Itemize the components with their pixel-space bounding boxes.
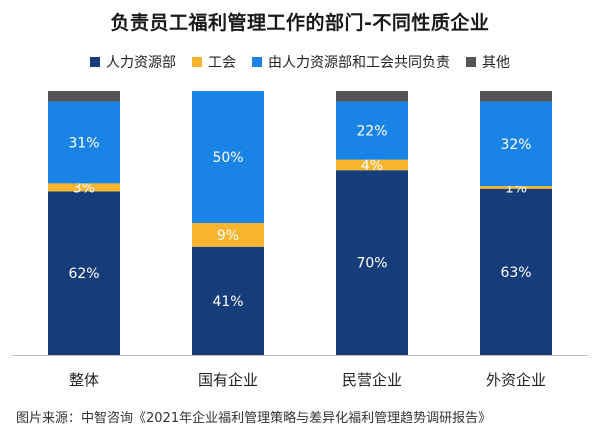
bar-private-hr: [336, 170, 408, 355]
data-label-private-hr: 70%: [356, 256, 387, 272]
x-tick-label-foreign: 外资企业: [486, 371, 546, 389]
bar-overall-hr: [48, 191, 120, 355]
bar-private-shared: [336, 101, 408, 160]
bar-soe-union: [192, 223, 264, 247]
bar-foreign-shared: [480, 101, 552, 187]
chart-title: 负责员工福利管理工作的部门-不同性质企业: [110, 12, 490, 34]
bar-overall-union: [48, 183, 120, 192]
x-tick-label-private: 民营企业: [342, 371, 402, 389]
data-label-private-shared: 22%: [356, 124, 387, 140]
x-tick-label-soe: 国有企业: [198, 371, 258, 389]
legend-item-other: 其他: [466, 52, 510, 72]
x-tick-label-overall: 整体: [69, 371, 99, 389]
legend-label-union: 工会: [208, 55, 236, 71]
legend-swatch-other: [466, 57, 476, 67]
source-note: 图片来源：中智咨询《2021年企业福利管理策略与差异化福利管理趋势调研报告》: [16, 411, 492, 426]
bar-private-union: [336, 159, 408, 171]
legend-label-shared: 由人力资源部和工会共同负责: [268, 55, 450, 71]
data-label-foreign-hr: 63%: [500, 265, 531, 281]
bar-overall-other: [48, 91, 120, 102]
legend-swatch-shared: [252, 57, 262, 67]
legend-item-hr: 人力资源部: [90, 52, 176, 72]
data-label-private-union: 4%: [361, 158, 383, 174]
legend-item-shared: 由人力资源部和工会共同负责: [252, 52, 450, 72]
bar-soe-hr: [192, 246, 264, 355]
data-label-foreign-shared: 32%: [500, 137, 531, 153]
chart-legend: 人力资源部 工会 由人力资源部和工会共同负责 其他: [0, 52, 600, 72]
data-label-soe-shared: 50%: [212, 150, 243, 166]
legend-item-union: 工会: [192, 52, 236, 72]
data-label-overall-union: 3%: [73, 180, 95, 196]
legend-label-other: 其他: [482, 55, 510, 71]
legend-label-hr: 人力资源部: [106, 55, 176, 71]
bar-overall-shared: [48, 101, 120, 184]
bar-foreign-hr: [480, 188, 552, 355]
data-label-overall-hr: 62%: [68, 266, 99, 282]
legend-swatch-hr: [90, 57, 100, 67]
data-label-soe-union: 9%: [217, 228, 239, 244]
legend-swatch-union: [192, 57, 202, 67]
data-label-overall-shared: 31%: [68, 135, 99, 151]
bar-private-other: [336, 91, 408, 102]
bar-foreign-union: [480, 186, 552, 189]
bar-foreign-other: [480, 91, 552, 102]
bar-soe-shared: [192, 91, 264, 223]
data-label-soe-hr: 41%: [212, 294, 243, 310]
